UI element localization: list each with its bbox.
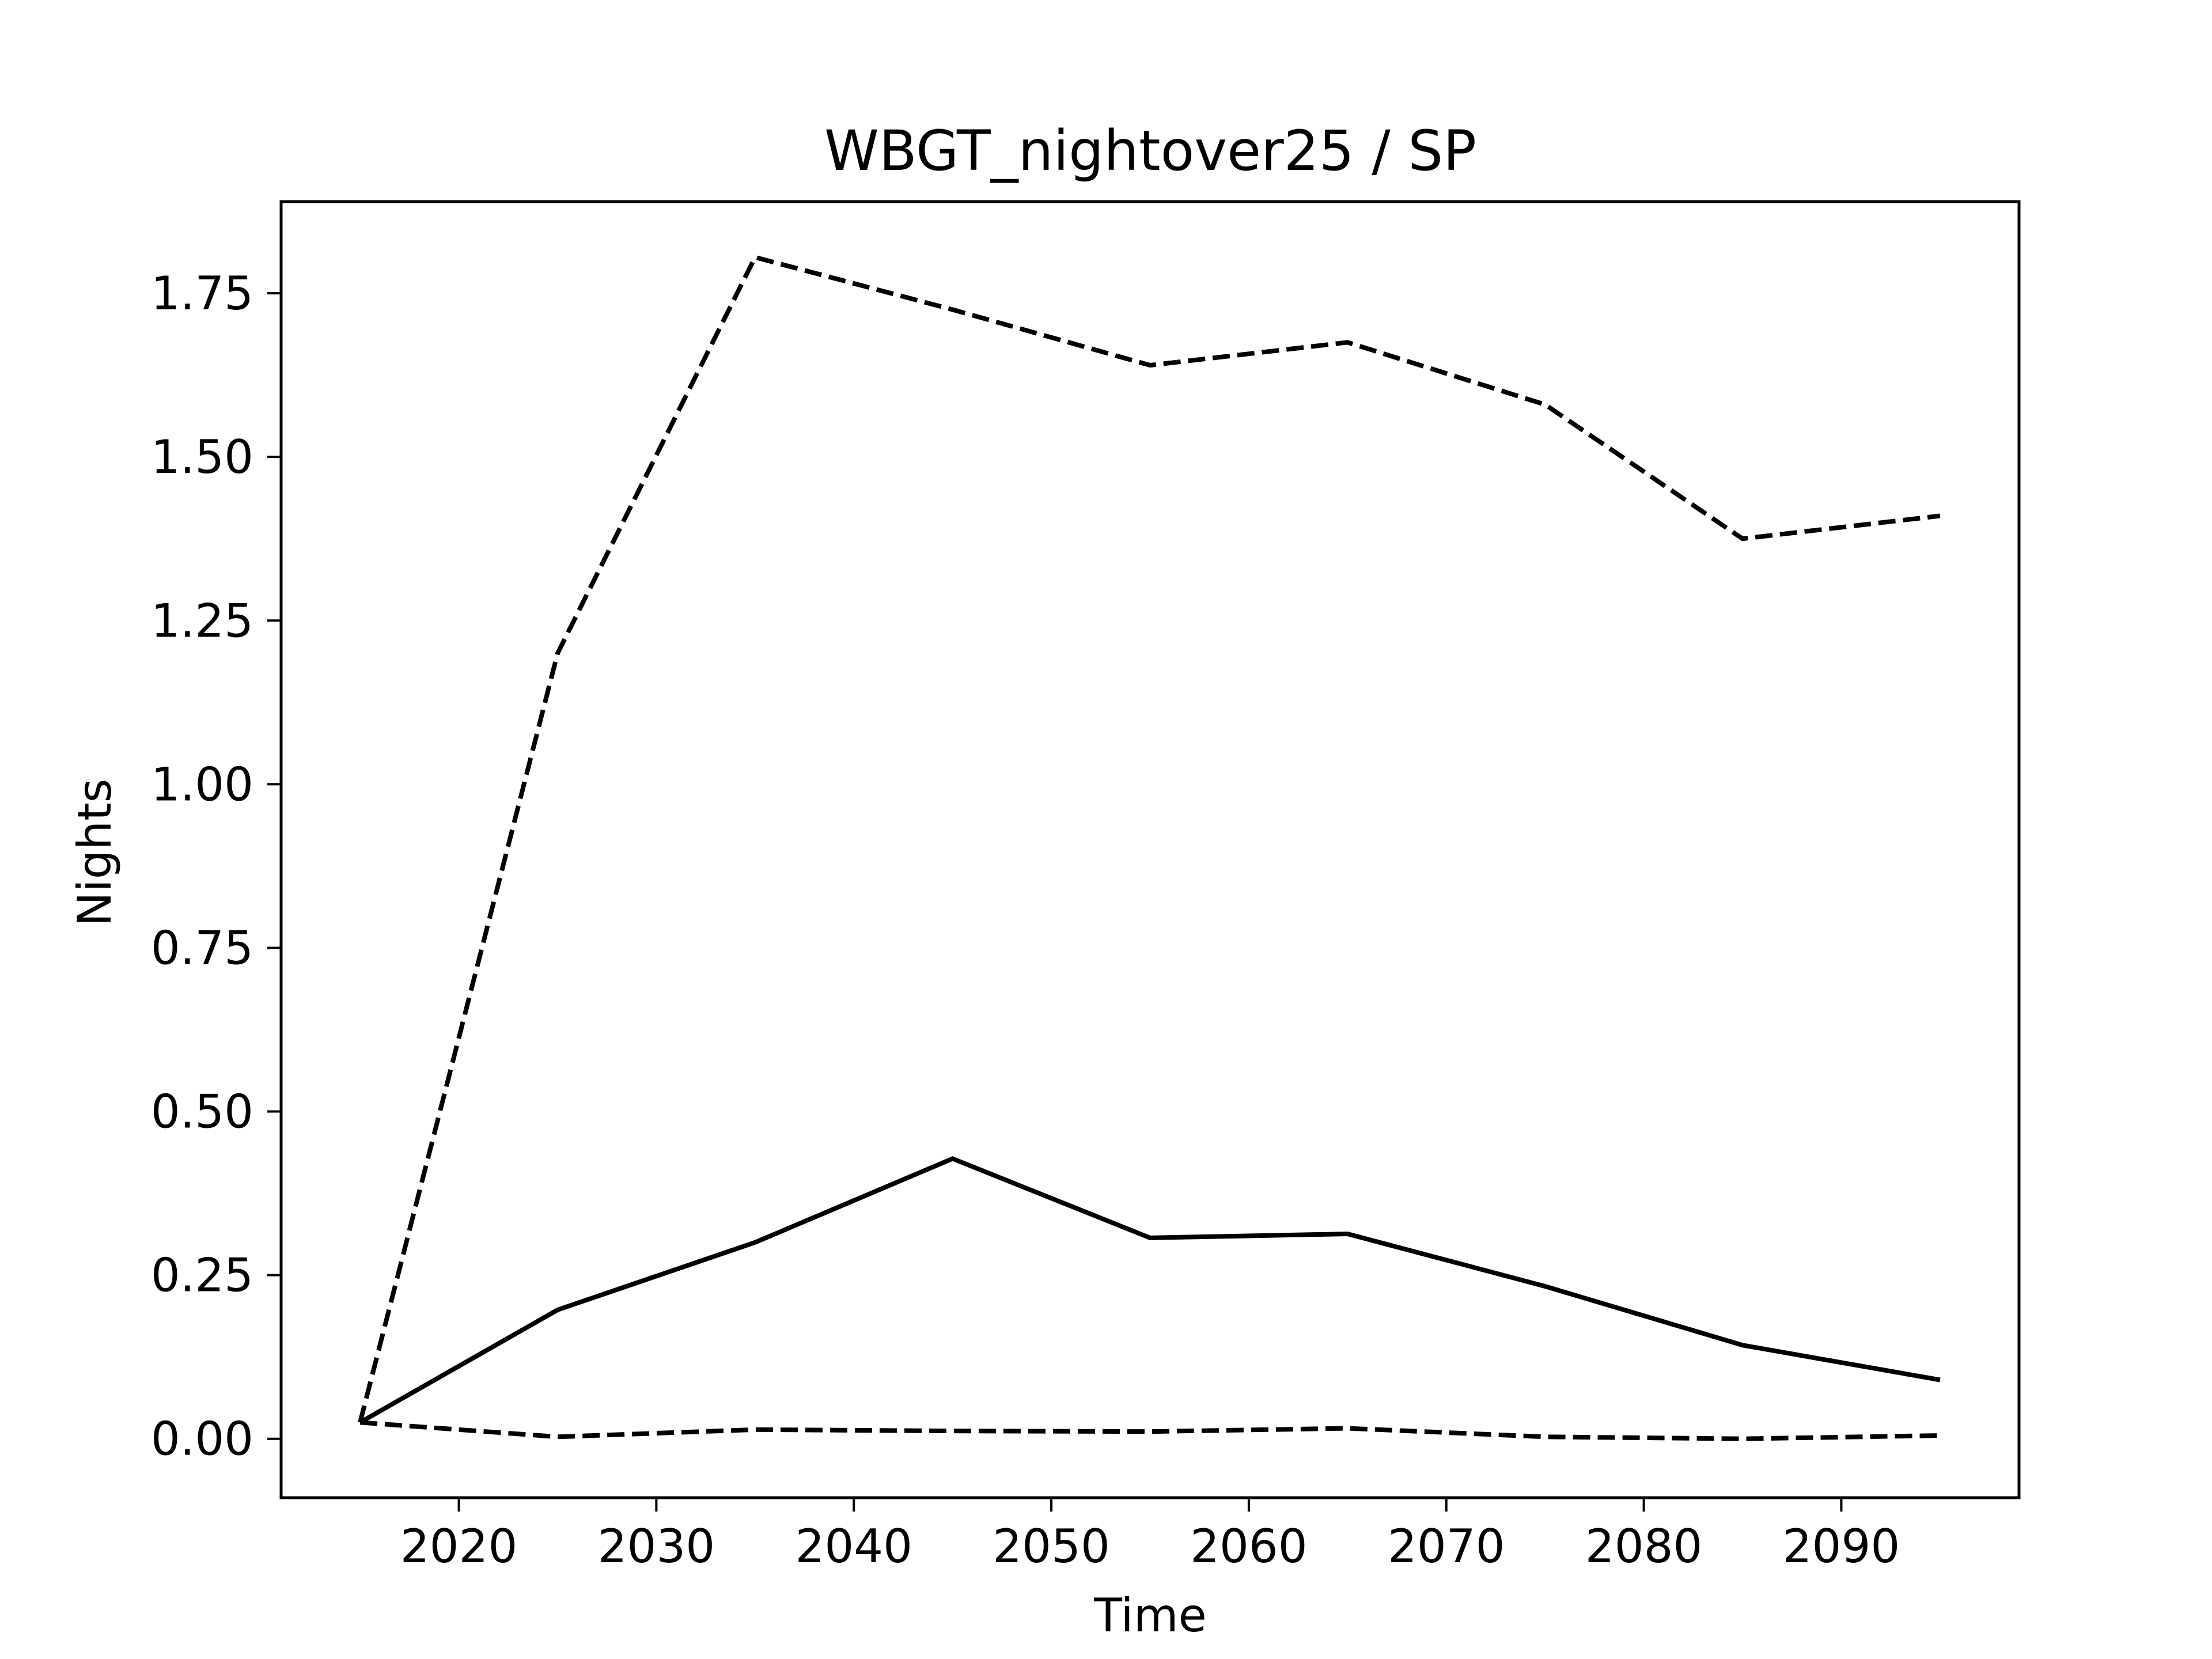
x-tick-label-0: 2020 xyxy=(400,1520,518,1573)
x-tick-label-7: 2090 xyxy=(1783,1520,1900,1573)
chart-title: WBGT_nightover25 / SP xyxy=(824,119,1476,183)
y-axis: 0.00 0.25 0.50 0.75 1.00 1.25 1.50 1.75 xyxy=(151,267,281,1466)
y-tick-label-7: 1.75 xyxy=(151,267,253,320)
series-line-0 xyxy=(358,254,1941,1423)
x-tick-label-2: 2040 xyxy=(795,1520,912,1573)
plot-frame xyxy=(279,200,2021,1499)
x-axis: 2020 2030 2040 2050 2060 2070 2080 2090 xyxy=(400,1498,1900,1573)
series-layer xyxy=(358,254,1941,1441)
series-line-2 xyxy=(359,1420,1940,1441)
y-axis-label: Nights xyxy=(68,779,122,927)
x-tick-label-4: 2060 xyxy=(1190,1520,1308,1573)
y-tick-label-1: 0.25 xyxy=(151,1249,253,1302)
x-tick-label-5: 2070 xyxy=(1388,1520,1505,1573)
y-tick-label-0: 0.00 xyxy=(151,1412,253,1466)
y-tick-label-4: 1.00 xyxy=(151,757,253,811)
x-axis-label: Time xyxy=(1093,1589,1207,1642)
x-tick-label-6: 2080 xyxy=(1585,1520,1703,1573)
y-tick-label-6: 1.50 xyxy=(151,430,253,484)
y-tick-label-3: 0.75 xyxy=(151,921,253,975)
x-tick-label-1: 2030 xyxy=(598,1520,715,1573)
x-tick-label-3: 2050 xyxy=(993,1520,1110,1573)
series-line-1 xyxy=(359,1156,1941,1425)
y-tick-label-5: 1.25 xyxy=(151,594,253,647)
y-tick-label-2: 0.50 xyxy=(151,1085,253,1139)
